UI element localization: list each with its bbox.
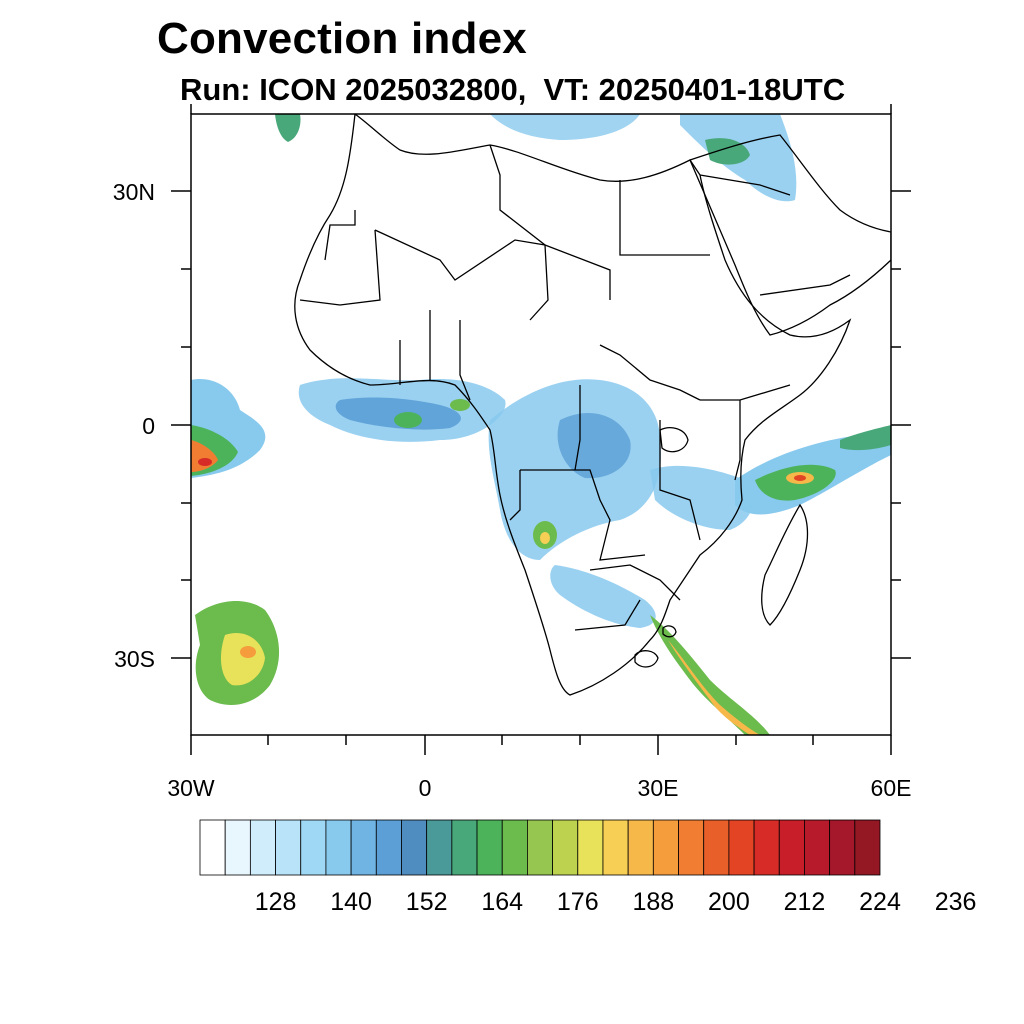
colorbar-swatch (602, 819, 629, 876)
chart-title: Convection index (157, 14, 527, 63)
lon-label-60e: 60E (870, 775, 912, 801)
convection-cell-angola (540, 532, 550, 544)
axis-ticks (171, 104, 911, 755)
arabia-coastline (689, 134, 891, 336)
colorbar-label: 176 (556, 888, 599, 916)
colorbar-swatch (804, 819, 831, 876)
eswatini (662, 625, 677, 638)
colorbar-swatch (300, 819, 327, 876)
convection-cell-west-africa (450, 399, 470, 411)
border (734, 400, 741, 481)
lon-label-30w: 30W (167, 775, 215, 801)
convection-area-southern-africa (550, 565, 656, 628)
colorbar-label: 224 (859, 888, 901, 916)
colorbar-swatch (325, 819, 352, 876)
convection-peak-atlantic-eq (191, 440, 218, 472)
convection-area-east-africa (650, 465, 754, 530)
border (574, 599, 641, 631)
colorbar-swatch (552, 819, 579, 876)
colorbar-swatch (375, 819, 402, 876)
lesotho (634, 650, 659, 668)
colorbar-swatch (249, 819, 276, 876)
convection-area-mediterranean (490, 114, 640, 140)
border (374, 229, 546, 281)
convection-cell-west-africa (394, 412, 422, 428)
convection-core-south-atlantic (220, 632, 265, 686)
border (759, 274, 851, 296)
colorbar-swatch (476, 819, 503, 876)
colorbar (199, 819, 881, 876)
colorbar-swatch (401, 819, 428, 876)
convection-peak-atlantic-eq (198, 458, 212, 466)
colorbar-label: 200 (708, 888, 750, 916)
colorbar-swatch (652, 819, 679, 876)
colorbar-swatch (678, 819, 705, 876)
colorbar-swatch (778, 819, 805, 876)
colorbar-label: 128 (254, 888, 297, 916)
colorbar-swatch (854, 819, 881, 876)
colorbar-label: 152 (405, 888, 448, 916)
coastlines (294, 114, 891, 696)
border (459, 320, 471, 401)
border (509, 470, 521, 521)
colorbar-swatch (753, 819, 780, 876)
border (520, 469, 646, 561)
lat-label-30n: 30N (112, 179, 155, 205)
lake-victoria (659, 427, 689, 453)
lon-label-0: 0 (418, 775, 432, 801)
colorbar-label: 164 (481, 888, 524, 916)
border (700, 384, 791, 401)
border (299, 229, 381, 306)
colorbar-swatch (451, 819, 478, 876)
convection-core-west-africa (335, 397, 461, 430)
colorbar-swatch (426, 819, 453, 876)
lat-label-30s: 30S (114, 646, 155, 672)
border (699, 174, 791, 196)
convection-peak-south-atlantic (240, 646, 256, 658)
colorbar-swatch (350, 819, 377, 876)
colorbar-swatch (627, 819, 654, 876)
colorbar-label: 140 (330, 888, 372, 916)
madagascar-coastline (761, 503, 809, 626)
colorbar-swatch (527, 819, 553, 876)
run-subtitle: Run: ICON 2025032800, VT: 20250401-18UTC (180, 72, 846, 107)
colorbar-swatch (728, 819, 755, 876)
convection-streak-mozambique (650, 615, 770, 735)
convection-field (191, 114, 891, 735)
convection-area-indian-ocean-east (840, 425, 891, 451)
border (544, 244, 611, 300)
colorbar-label: 212 (783, 888, 826, 916)
colorbar-label: 188 (632, 888, 675, 916)
lon-label-30e: 30E (637, 775, 679, 801)
colorbar-swatch (501, 819, 528, 876)
border (659, 420, 701, 541)
convection-peak-indian-ocean (794, 475, 806, 481)
colorbar-label: 236 (934, 888, 977, 916)
colorbar-swatch (275, 819, 302, 876)
colorbar-swatch (199, 819, 226, 876)
border (574, 385, 581, 471)
border (489, 144, 549, 321)
convection-area-europe-west (275, 114, 301, 142)
border (589, 564, 681, 601)
colorbar-swatch (829, 819, 856, 876)
lat-label-0: 0 (142, 413, 155, 439)
colorbar-swatch (703, 819, 730, 876)
colorbar-swatch (224, 819, 251, 876)
border (599, 344, 701, 401)
border (324, 210, 356, 261)
colorbar-swatch (577, 819, 604, 876)
border (619, 180, 710, 256)
